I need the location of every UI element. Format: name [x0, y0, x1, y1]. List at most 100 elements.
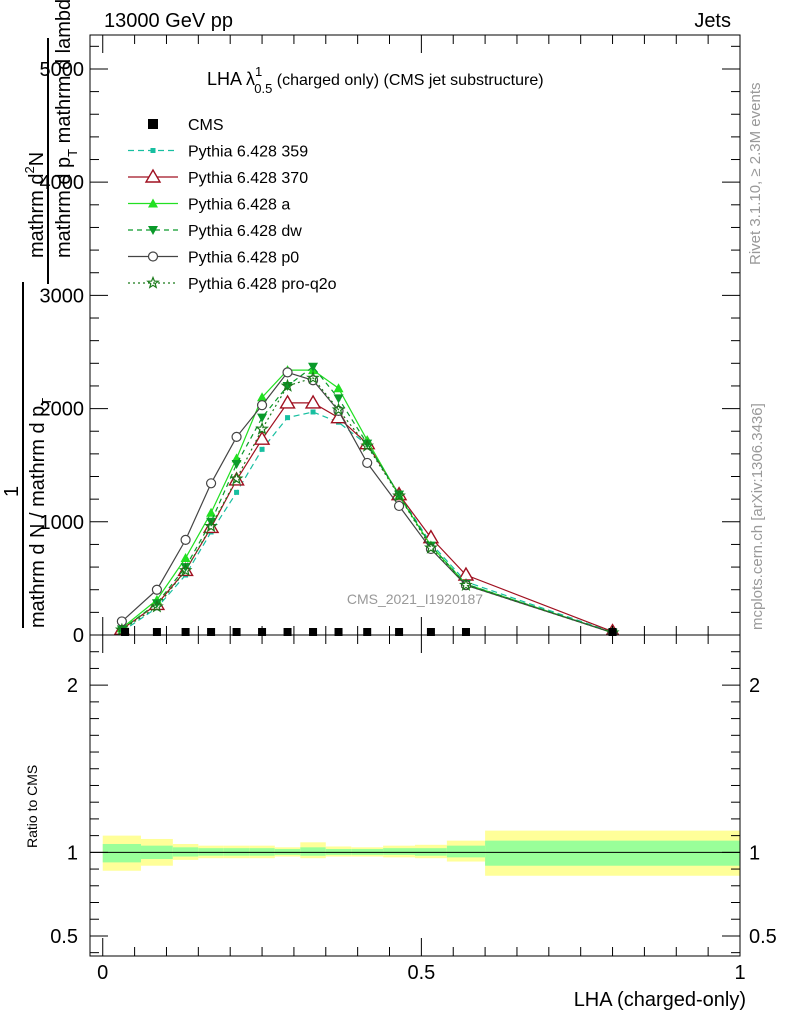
- series-line-pdw: [121, 365, 613, 634]
- legend-entry-pa: Pythia 6.428 a: [128, 197, 290, 214]
- y-tick-label: 1000: [40, 512, 85, 534]
- data-point-pa: [180, 553, 191, 563]
- data-point-pq2o: [150, 599, 164, 613]
- data-point-pdw: [362, 439, 373, 449]
- data-point-p370: [253, 430, 271, 445]
- chart-title: LHA λ1 0.5 (charged only) (CMS jet substr…: [207, 64, 544, 96]
- ratio-band-inner: [102, 843, 141, 863]
- ratio-y-tick-label: 2: [67, 675, 78, 697]
- y-tick-label: 4000: [40, 172, 85, 194]
- legend-label-pp0: Pythia 6.428 p0: [188, 250, 299, 267]
- series-line-pp0: [121, 371, 613, 634]
- data-point-pq2o: [306, 370, 320, 384]
- legend-entry-pp0: Pythia 6.428 p0: [128, 250, 299, 267]
- data-point-pq2o: [229, 471, 244, 485]
- ratio-y-tick-label-right: 2: [749, 675, 760, 697]
- title-main: LHA λ: [207, 69, 255, 89]
- legend-entry-pq2o: Pythia 6.428 pro-q2o: [128, 275, 337, 293]
- title-sub: 0.5: [254, 81, 272, 96]
- data-point-pdw: [151, 599, 162, 609]
- legend-entry-cms: CMS: [148, 117, 224, 134]
- main-y-label: mathrm d2N mathrm d pT mathrm d lambda 1…: [1, 0, 80, 628]
- cms-data-point: [395, 628, 404, 636]
- axis-tick-labels: 0 0.5 1 0 1000 2000 3000 4000 5000 0.5 0.5 1 1 2 2: [40, 59, 777, 984]
- data-point-pq2o: [255, 421, 269, 435]
- data-point-pp0: [151, 584, 163, 595]
- legend-label-pq2o: Pythia 6.428 pro-q2o: [188, 276, 337, 293]
- ratio-plot-frame: [89, 634, 741, 957]
- legend-marker-pa: [148, 198, 158, 208]
- y-tick-label: 2000: [40, 399, 85, 421]
- data-point-pdw: [308, 362, 319, 372]
- data-point-pa: [206, 507, 217, 517]
- ratio-band-inner: [446, 845, 486, 858]
- data-point-pq2o: [178, 563, 193, 577]
- y-tick-label: 5000: [40, 59, 85, 81]
- watermark: CMS_2021_I1920187: [347, 591, 483, 607]
- legend-label-pa: Pythia 6.428 a: [188, 197, 290, 214]
- title-rest: (charged only) (CMS jet substructure): [272, 72, 543, 89]
- cms-data-point: [207, 628, 216, 636]
- ratio-y-tick-label-right: 1: [749, 842, 760, 864]
- legend-marker-p370: [144, 168, 162, 183]
- data-point-pp0: [205, 478, 217, 489]
- axis-ticks: [90, 35, 741, 956]
- ratio-y-tick-label: 1: [67, 842, 78, 864]
- ratio-uncertainty-bands: [102, 830, 740, 876]
- legend: CMS Pythia 6.428 359 Pythia 6.428 370 Pythi…: [128, 117, 337, 293]
- data-point-pdw: [231, 460, 242, 470]
- y-label-top-fraction-numerator: mathrm d2N: [22, 152, 48, 258]
- legend-entry-pdw: Pythia 6.428 dw: [128, 223, 302, 240]
- title-sup: 1: [255, 64, 262, 79]
- data-point-p370: [304, 394, 322, 409]
- cms-data-point: [181, 628, 190, 636]
- ratio-y-tick-label-right: 0.5: [749, 926, 777, 948]
- header-left-label: 13000 GeV pp: [104, 10, 233, 32]
- cms-data-point: [426, 628, 435, 636]
- data-point-pdw: [180, 563, 191, 573]
- data-point-pp0: [180, 534, 191, 546]
- ratio-band-inner: [383, 848, 415, 855]
- y-tick-label: 0: [73, 625, 84, 647]
- data-point-pdw: [333, 394, 344, 404]
- ratio-y-label: Ratio to CMS: [24, 765, 40, 848]
- data-point-pq2o: [204, 519, 218, 533]
- data-point-pa: [333, 383, 344, 393]
- y-tick-label: 3000: [40, 285, 85, 307]
- series-line-p359: [121, 411, 613, 633]
- data-point-pa: [257, 392, 268, 402]
- ratio-band-inner: [300, 847, 326, 856]
- header-right-label: Jets: [694, 10, 731, 32]
- ratio-y-tick-label: 0.5: [50, 926, 78, 948]
- y-label-bottom-fraction-numerator: 1: [1, 486, 23, 497]
- legend-marker-pdw: [148, 226, 158, 235]
- series-pq2o: [114, 370, 620, 635]
- data-point-p359: [285, 415, 291, 421]
- data-point-pp0: [393, 500, 405, 512]
- cms-data-point: [461, 628, 470, 636]
- y-label-top-fraction-denominator: mathrm d pT mathrm d lambda: [53, 0, 80, 258]
- data-point-pp0: [282, 367, 293, 378]
- x-tick-label: 0: [97, 962, 108, 984]
- cms-data-point: [152, 628, 161, 636]
- data-point-pq2o: [424, 540, 438, 554]
- legend-marker-pp0: [147, 251, 159, 262]
- cms-data-point: [363, 628, 372, 636]
- data-point-p359: [234, 489, 240, 495]
- legend-marker-cms: [148, 119, 158, 129]
- ratio-band-inner: [485, 840, 740, 866]
- legend-label-p359: Pythia 6.428 359: [188, 144, 308, 161]
- data-point-pq2o: [280, 378, 295, 392]
- data-point-pp0: [256, 400, 268, 411]
- mcplots-side-label: mcplots.cern.ch [arXiv:1306.3436]: [749, 403, 766, 630]
- cms-data-point: [334, 628, 343, 636]
- data-point-pp0: [362, 457, 373, 469]
- series-pp0: [116, 367, 618, 635]
- y-label-bottom-fraction-denominator: mathrm d N / mathrm d pT: [27, 398, 54, 628]
- data-point-pp0: [231, 431, 242, 442]
- x-axis-label: LHA (charged-only): [574, 989, 746, 1011]
- data-point-p370: [279, 394, 296, 409]
- data-point-pdw: [257, 413, 268, 423]
- legend-marker-pq2o: [146, 275, 160, 289]
- rivet-side-label: Rivet 3.1.10, ≥ 2.3M events: [747, 83, 764, 266]
